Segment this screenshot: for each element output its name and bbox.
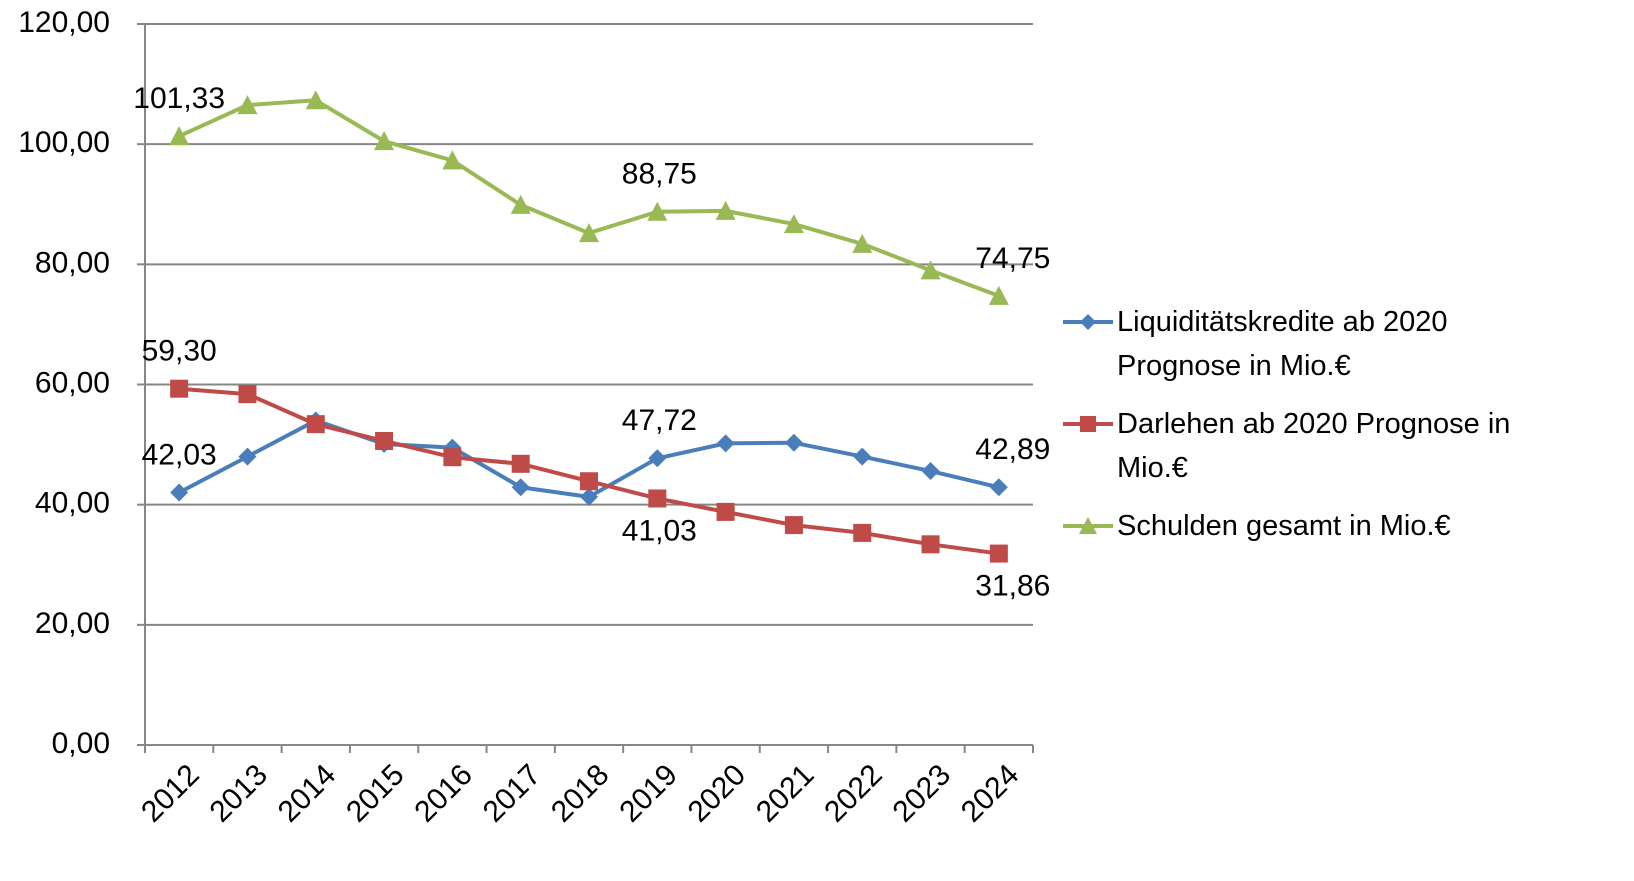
data-label: 59,30 xyxy=(142,335,217,368)
x-tick-label: 2012 xyxy=(135,758,206,829)
marker xyxy=(237,95,258,115)
data-label: 74,75 xyxy=(975,242,1050,275)
marker xyxy=(647,201,668,221)
marker xyxy=(920,260,941,280)
x-tick-label: 2019 xyxy=(613,758,684,829)
marker xyxy=(580,487,598,506)
marker xyxy=(442,150,463,170)
x-tick-label: 2024 xyxy=(955,758,1026,829)
marker xyxy=(853,523,872,542)
y-tick-label: 80,00 xyxy=(35,246,110,279)
x-tick-label: 2022 xyxy=(818,758,889,829)
marker xyxy=(716,502,735,521)
x-tick-label: 2017 xyxy=(477,758,548,829)
x-tick-label: 2023 xyxy=(887,758,958,829)
y-tick-label: 20,00 xyxy=(35,607,110,640)
series-line xyxy=(178,386,1000,556)
marker xyxy=(853,447,872,466)
series-line xyxy=(178,98,1000,298)
marker xyxy=(511,454,530,473)
marker xyxy=(1079,517,1097,534)
y-tick-label: 40,00 xyxy=(35,487,110,520)
marker xyxy=(783,214,804,234)
legend-label: Schulden gesamt in Mio.€ xyxy=(1117,510,1451,542)
data-label: 101,33 xyxy=(133,82,225,115)
marker xyxy=(306,415,325,434)
x-tick-label: 2015 xyxy=(340,758,411,829)
legend-entry: Liquiditätskredite ab 2020 Prognose in M… xyxy=(1117,306,1448,382)
marker xyxy=(170,483,189,502)
marker xyxy=(511,478,530,497)
data-label: 31,86 xyxy=(975,569,1050,602)
x-tick-label: 2021 xyxy=(750,758,821,829)
marker xyxy=(1080,416,1096,432)
legend-entry: Schulden gesamt in Mio.€ xyxy=(1117,510,1451,542)
x-tick-label: 2014 xyxy=(272,758,343,829)
x-tick-label: 2020 xyxy=(682,758,753,829)
y-tick-label: 0,00 xyxy=(52,727,110,760)
marker xyxy=(852,233,873,253)
marker xyxy=(374,131,395,151)
marker xyxy=(169,126,190,146)
marker xyxy=(238,447,257,466)
marker xyxy=(989,544,1008,563)
y-tick-label: 100,00 xyxy=(18,126,110,159)
marker xyxy=(716,434,735,453)
marker xyxy=(1080,314,1096,330)
x-tick-label: 2018 xyxy=(545,758,616,829)
marker xyxy=(170,379,189,398)
marker xyxy=(238,385,257,404)
marker xyxy=(921,462,940,481)
marker xyxy=(443,448,462,467)
legend-entry: Darlehen ab 2020 Prognose in Mio.€ xyxy=(1117,408,1511,484)
data-label: 42,89 xyxy=(975,433,1050,466)
marker xyxy=(305,90,326,110)
marker xyxy=(510,194,531,214)
marker xyxy=(921,535,940,554)
marker xyxy=(375,431,394,450)
marker xyxy=(648,489,667,508)
legend-label: Liquiditätskredite ab 2020 Prognose in M… xyxy=(1117,306,1448,382)
x-tick-label: 2013 xyxy=(203,758,274,829)
marker xyxy=(715,200,736,220)
legend-label: Darlehen ab 2020 Prognose in Mio.€ xyxy=(1117,408,1511,484)
data-label: 47,72 xyxy=(622,404,697,437)
marker xyxy=(648,449,667,468)
data-label: 41,03 xyxy=(622,514,697,547)
marker xyxy=(580,472,598,491)
x-tick-label: 2016 xyxy=(408,758,479,829)
marker xyxy=(579,223,599,243)
y-tick-label: 120,00 xyxy=(18,6,110,39)
data-label: 42,03 xyxy=(142,438,217,471)
marker xyxy=(784,516,803,535)
marker xyxy=(989,478,1008,497)
marker xyxy=(988,285,1009,305)
marker xyxy=(784,433,803,452)
y-tick-label: 60,00 xyxy=(35,366,110,399)
data-label: 88,75 xyxy=(622,158,697,191)
